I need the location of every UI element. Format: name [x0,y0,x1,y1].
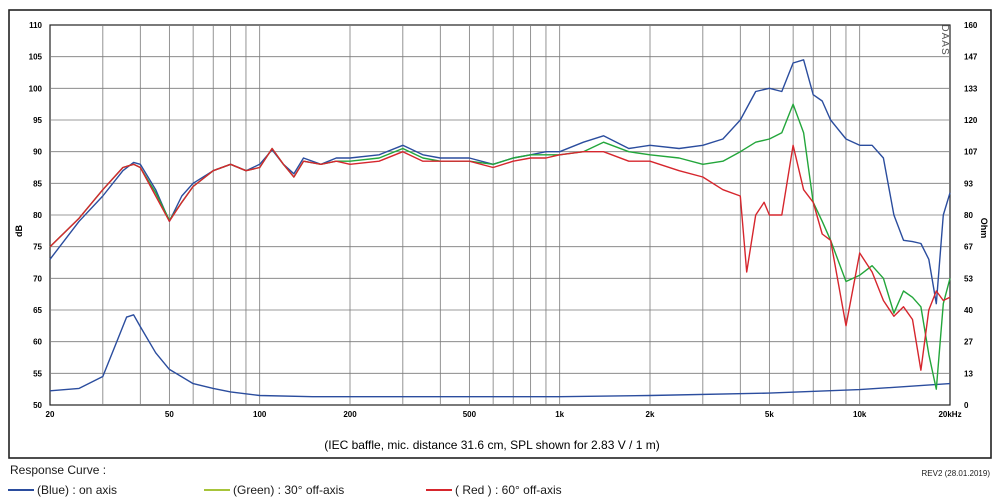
series-line-red [49,144,951,371]
series-lines [49,59,951,398]
y2-tick-label: 67 [964,243,973,252]
y-tick-label: 95 [33,116,42,125]
y-tick-label: 90 [33,148,42,157]
y2-tick-label: 40 [964,306,973,315]
y2-tick-label: 147 [964,53,978,62]
series-line-blue [49,59,951,305]
y-axis-label: dB [14,225,24,237]
x-tick-label: 500 [463,410,477,419]
watermark-text: DAAS [939,24,950,55]
legend-item-blue: (Blue) : on axis [8,483,117,497]
x-tick-label: 20kHz [938,410,961,419]
y2-tick-label: 80 [964,211,973,220]
y-tick-label: 50 [33,401,42,410]
y2-tick-label: 120 [964,116,978,125]
impedance-line [49,314,951,398]
y2-tick-label: 53 [964,274,973,283]
y-tick-label: 60 [33,338,42,347]
grid [49,24,951,406]
chart-caption: (IEC baffle, mic. distance 31.6 cm, SPL … [324,438,659,452]
y-tick-label: 70 [33,274,42,283]
x-tick-label: 5k [765,410,774,419]
legend-swatch-green [204,489,230,491]
y-tick-label: 85 [33,179,42,188]
x-tick-label: 100 [253,410,267,419]
legend-item-red: ( Red ) : 60° off-axis [426,483,562,497]
x-tick-label: 200 [343,410,357,419]
y-tick-label: 105 [29,53,43,62]
y-axis-ticks: 110 105 100 95 90 85 80 75 70 65 60 55 50 [29,21,43,410]
y-tick-label: 75 [33,243,42,252]
y-tick-label: 110 [29,21,42,30]
y2-tick-label: 27 [964,338,973,347]
y2-axis-ticks: 160 147 133 120 107 93 80 67 53 40 27 13 0 [964,21,978,410]
y-tick-label: 55 [33,369,42,378]
y-tick-label: 80 [33,211,42,220]
legend-swatch-blue [8,489,34,491]
y2-tick-label: 160 [964,21,978,30]
x-tick-label: 10k [853,410,867,419]
y2-axis-label: Ohm [979,218,989,239]
x-tick-label: 20 [46,410,55,419]
y2-tick-label: 0 [964,401,969,410]
legend-swatch-red [426,489,452,491]
x-tick-label: 1k [555,410,564,419]
legend-title: Response Curve : [10,463,107,477]
legend-label-red: ( Red ) : 60° off-axis [455,483,562,497]
revision-label: REV2 (28.01.2019) [921,469,991,478]
x-tick-label: 50 [165,410,174,419]
y-tick-label: 100 [29,84,43,93]
x-tick-label: 2k [646,410,655,419]
legend-item-green: (Green) : 30° off-axis [204,483,344,497]
y-tick-label: 65 [33,306,42,315]
y2-tick-label: 13 [964,369,973,378]
y2-tick-label: 107 [964,148,978,157]
y2-tick-label: 133 [964,84,978,93]
x-axis-ticks: 20 50 100 200 500 1k 2k 5k 10k 20kHz [46,410,962,419]
legend-label-blue: (Blue) : on axis [37,483,118,497]
legend-label-green: (Green) : 30° off-axis [233,483,345,497]
y2-tick-label: 93 [964,179,973,188]
